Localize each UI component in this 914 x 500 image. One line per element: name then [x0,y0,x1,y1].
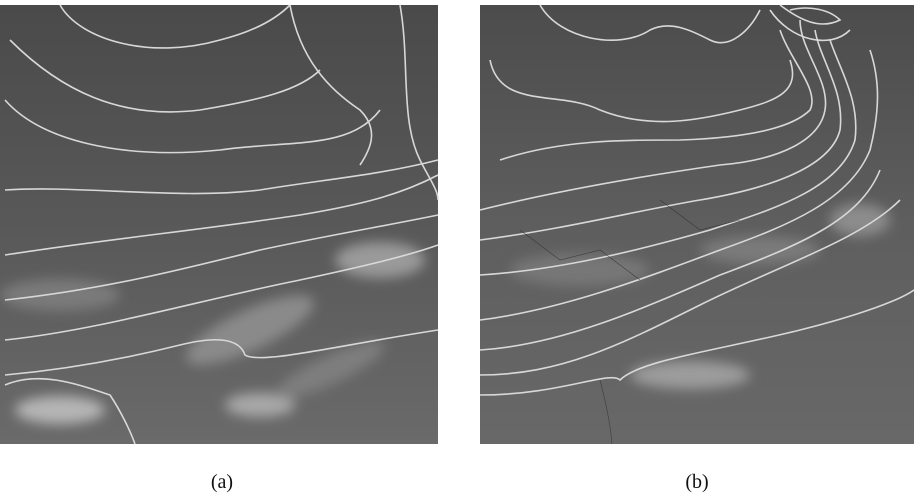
panel-a [0,4,439,445]
panel-label: (a) [211,471,233,493]
panel-b [479,4,914,445]
panel-a-image [0,5,438,444]
panel-b-roads [519,199,741,445]
panel-a-bright-areas [0,242,425,424]
panel-b-contours [479,4,914,396]
panel-a-contours [4,4,439,445]
panel-label: (b) [685,471,708,493]
panel-b-bright-areas [510,204,890,389]
